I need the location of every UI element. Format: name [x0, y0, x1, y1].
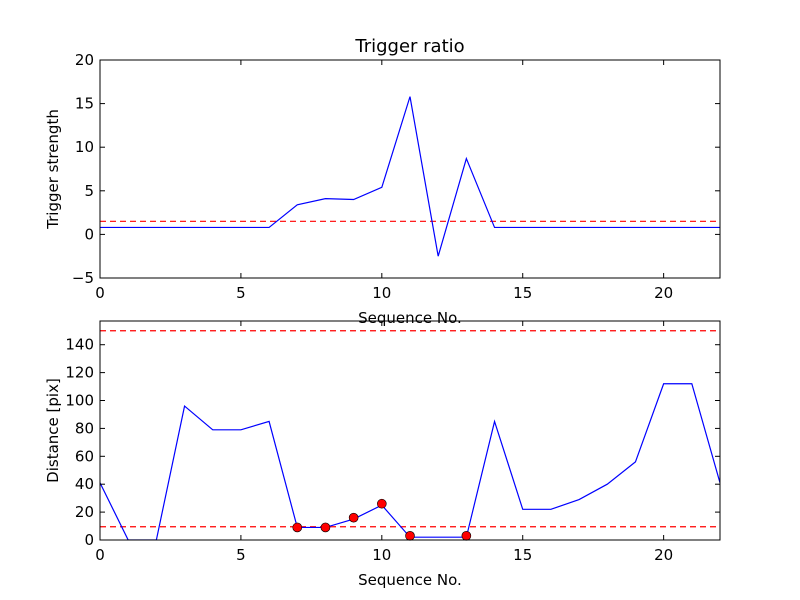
chart-0-plot-area	[100, 96, 720, 257]
chart-0-series-line-0	[100, 96, 720, 257]
chart-1-marker-2	[348, 512, 359, 523]
chart-0-x-axis-label: Sequence No.	[358, 309, 462, 327]
chart-0-x-tick-label-0: 0	[95, 284, 105, 302]
chart-1-marker-1	[320, 522, 331, 533]
chart-0-axes-frame	[99, 59, 721, 279]
chart-1-x-tick-label-2: 10	[372, 546, 391, 564]
chart-1-marker-5	[461, 531, 472, 541]
chart-1-x-tick-label-0: 0	[95, 546, 105, 564]
chart-0-x-tick-label-2: 10	[372, 284, 391, 302]
chart-1-y-tick-label-5: 100	[65, 392, 94, 410]
chart-0-y-tick-label-0: −5	[72, 269, 94, 287]
chart-0-y-tick-label-3: 10	[75, 138, 94, 156]
chart-1-y-axis-label: Distance [pix]	[44, 378, 62, 483]
chart-1-marker-3	[377, 498, 387, 509]
chart-1-x-tick-label-1: 5	[236, 546, 246, 564]
chart-1-x-tick-label-3: 15	[513, 546, 532, 564]
chart-1-y-tick-label-7: 140	[65, 336, 94, 354]
chart-1-x-axis-label: Sequence No.	[358, 571, 462, 589]
chart-1-axes-frame	[99, 320, 721, 541]
distance-plot: 0 5 10 15 20 0 20 40 60 80 100 120 140 Sequence No. Di…	[44, 320, 721, 589]
chart-1-marker-4	[405, 531, 415, 541]
chart-1-y-tick-label-6: 120	[65, 364, 94, 382]
chart-1-series-line-0	[100, 383, 720, 540]
chart-0-y-tick-label-1: 0	[84, 225, 94, 243]
chart-0-y-tick-label-5: 20	[75, 51, 94, 69]
chart-1-y-tick-label-3: 60	[75, 447, 94, 465]
chart-0-x-tick-label-3: 15	[513, 284, 532, 302]
chart-1-x-tick-label-4: 20	[654, 546, 673, 564]
chart-1-marker-0	[292, 522, 303, 533]
chart-0-y-tick-label-2: 5	[84, 182, 94, 200]
chart-0-x-tick-label-4: 20	[654, 284, 673, 302]
chart-1-y-tick-label-4: 80	[75, 419, 94, 437]
chart-1-y-tick-label-0: 0	[84, 531, 94, 549]
chart-0-x-tick-label-1: 5	[236, 284, 246, 302]
chart-0-y-axis-label: Trigger strength	[44, 109, 62, 230]
chart-1-y-tick-label-1: 20	[75, 503, 94, 521]
chart-1-y-tick-label-2: 40	[75, 475, 94, 493]
chart-0-title: Trigger ratio	[354, 36, 464, 57]
chart-0-y-tick-label-4: 15	[75, 95, 94, 113]
chart-1-plot-area	[100, 330, 720, 540]
